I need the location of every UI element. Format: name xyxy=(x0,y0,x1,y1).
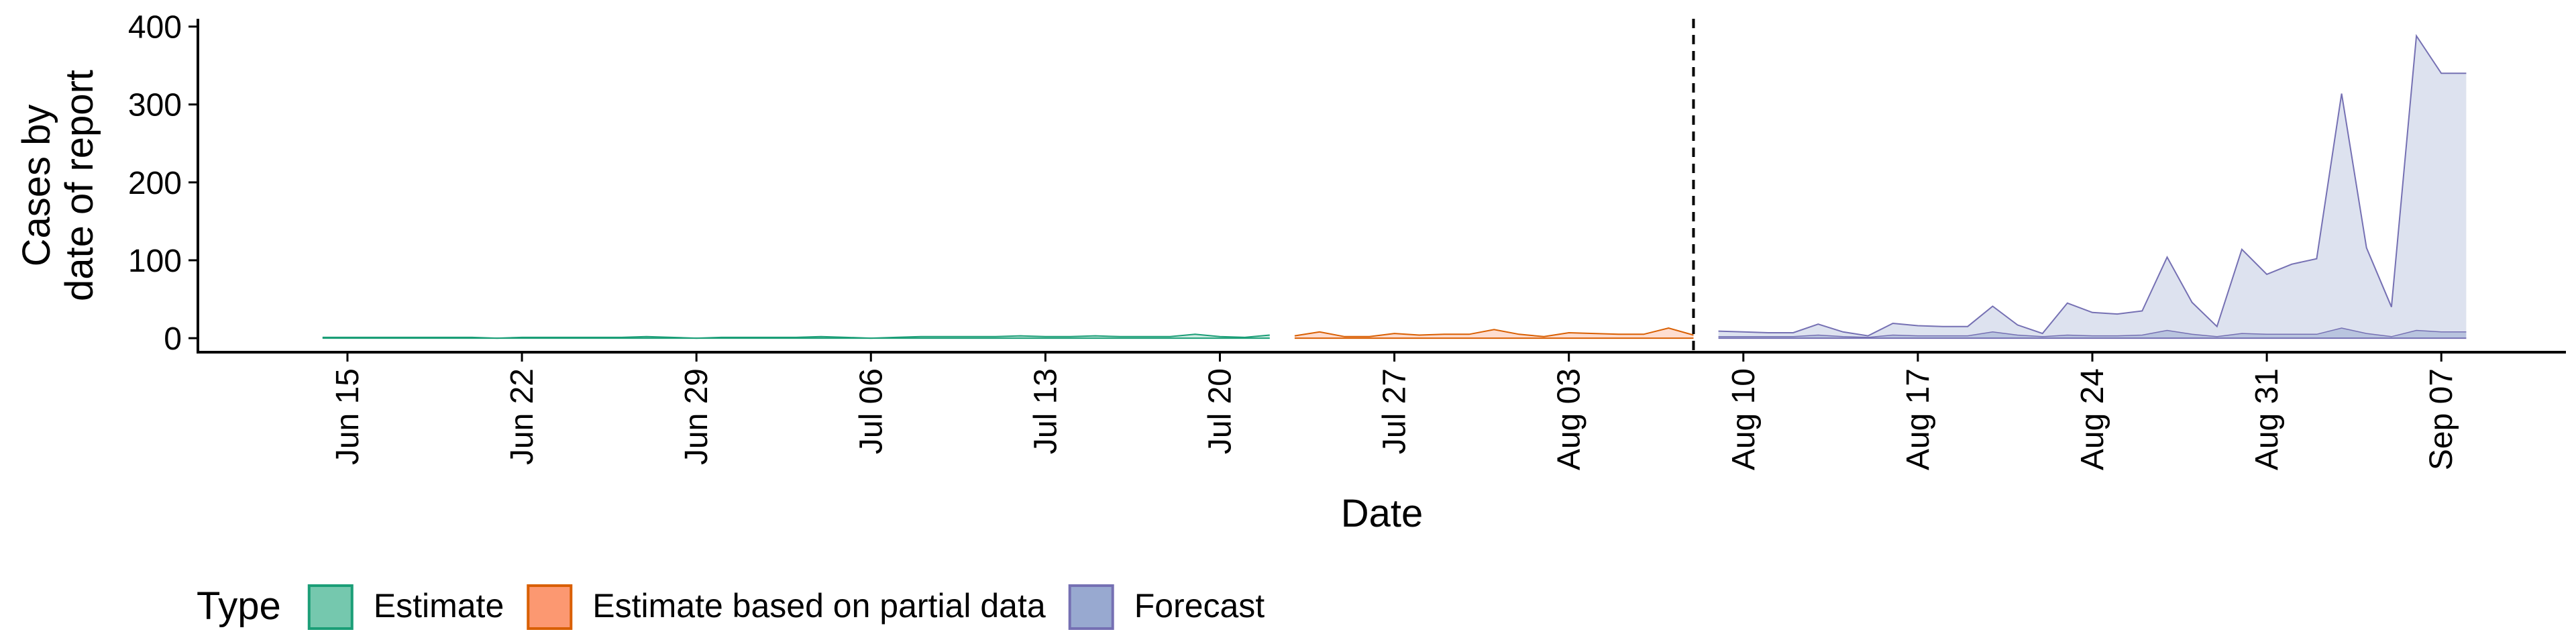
series-area-estimate-based-on-partial-data xyxy=(1294,328,1694,339)
x-tick-label: Jul 27 xyxy=(1377,368,1413,454)
legend-label-forecast: Forecast xyxy=(1134,587,1265,625)
series-upper-line-estimate-based-on-partial-data xyxy=(1294,327,1694,337)
legend-title: Type xyxy=(197,584,281,628)
series-upper-line-forecast xyxy=(1718,34,2467,337)
y-axis-title-line: date of report xyxy=(58,70,101,301)
x-tick-label: Jun 15 xyxy=(330,368,366,465)
x-tick-label: Jun 22 xyxy=(504,368,540,465)
axis-labels-layer: Date Cases bydate of report xyxy=(15,70,1423,535)
series-area-estimate xyxy=(322,334,1270,339)
legend-key-forecast xyxy=(1068,584,1114,630)
x-tick-label: Aug 03 xyxy=(1552,368,1587,470)
x-tick-label: Aug 24 xyxy=(2075,368,2110,470)
legend-label-estimate: Estimate xyxy=(374,587,504,625)
legend-key-estimate-based-on-partial-data xyxy=(527,584,573,630)
axes-layer: 0 100 200 300 400 Jun 15 Jun 22 Jun 29 Jul 06 Jul… xyxy=(128,10,2566,470)
y-axis-title: Cases bydate of report xyxy=(15,70,101,301)
legend-label-estimate-based-on-partial-data: Estimate based on partial data xyxy=(592,587,1046,625)
y-tick-label: 200 xyxy=(128,166,182,201)
series-area-forecast xyxy=(1718,36,2467,339)
y-tick-label: 0 xyxy=(164,321,182,357)
series-layer xyxy=(322,34,2467,339)
x-tick-label: Aug 31 xyxy=(2249,368,2285,470)
y-tick-label: 300 xyxy=(128,88,182,123)
y-tick-label: 100 xyxy=(128,244,182,279)
x-tick-label: Jul 06 xyxy=(853,368,889,454)
x-tick-label: Aug 17 xyxy=(1900,368,1936,470)
y-axis-title-line: Cases by xyxy=(15,105,58,267)
x-tick-label: Jun 29 xyxy=(679,368,714,465)
legend: Type Estimate Estimate based on partial da… xyxy=(197,584,1265,630)
y-tick-label: 400 xyxy=(128,10,182,46)
x-tick-label: Sep 07 xyxy=(2424,368,2459,470)
x-tick-label: Jul 20 xyxy=(1202,368,1238,454)
x-axis-title: Date xyxy=(1341,492,1424,535)
x-tick-label: Aug 10 xyxy=(1726,368,1762,470)
x-tick-label: Jul 13 xyxy=(1028,368,1063,454)
legend-key-estimate xyxy=(307,584,354,630)
series-inner-line-forecast xyxy=(1718,327,2467,338)
